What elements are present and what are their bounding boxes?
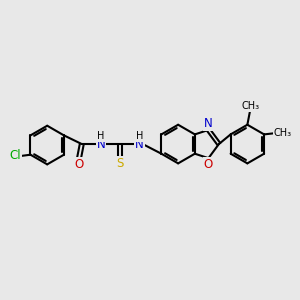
Text: CH₃: CH₃ bbox=[241, 101, 259, 111]
Text: Cl: Cl bbox=[9, 149, 21, 162]
Text: N: N bbox=[97, 138, 106, 151]
Text: CH₃: CH₃ bbox=[274, 128, 292, 138]
Text: N: N bbox=[204, 117, 213, 130]
Text: H: H bbox=[136, 131, 143, 141]
Text: O: O bbox=[74, 158, 83, 171]
Text: H: H bbox=[98, 131, 105, 141]
Text: S: S bbox=[117, 158, 124, 170]
Text: O: O bbox=[204, 158, 213, 171]
Text: N: N bbox=[135, 138, 144, 151]
